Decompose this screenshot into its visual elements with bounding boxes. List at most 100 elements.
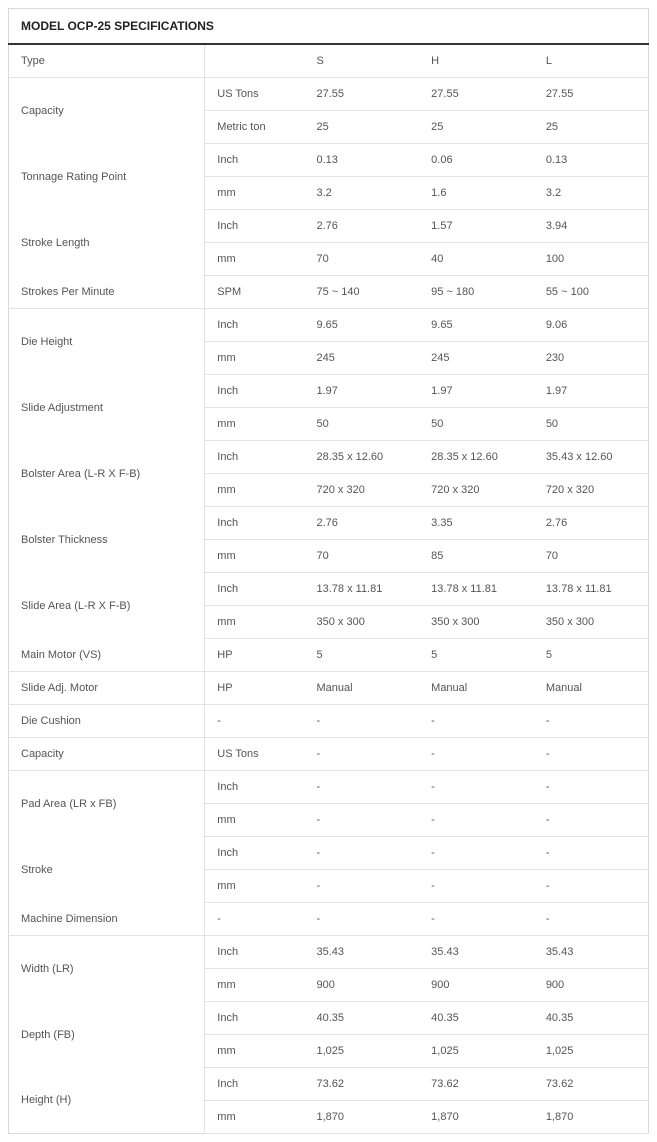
row-unit: mm [205,606,305,639]
row-value-h: - [419,771,534,804]
row-unit: - [205,903,305,936]
row-label: Slide Area (L-R X F-B) [9,573,205,639]
row-unit: mm [205,1035,305,1068]
row-unit: HP [205,639,305,672]
row-value-l: 35.43 [534,936,649,969]
row-value-l: - [534,705,649,738]
row-value-s: 900 [305,969,420,1002]
row-value-l: - [534,837,649,870]
row-unit: Inch [205,375,305,408]
row-unit: Metric ton [205,111,305,144]
row-label: Bolster Thickness [9,507,205,573]
row-value-s: - [305,837,420,870]
row-value-h: - [419,903,534,936]
row-value-h: 40.35 [419,1002,534,1035]
row-unit: US Tons [205,738,305,771]
row-value-h: 1,870 [419,1101,534,1134]
row-value-h: 900 [419,969,534,1002]
row-unit: Inch [205,1068,305,1101]
row-value-s: - [305,870,420,903]
row-value-h: - [419,870,534,903]
row-value-s: - [305,705,420,738]
row-label: Die Height [9,309,205,375]
row-value-h: 13.78 x 11.81 [419,573,534,606]
row-unit: Inch [205,936,305,969]
row-value-l: 35.43 x 12.60 [534,441,649,474]
row-unit: mm [205,243,305,276]
table-row: Bolster ThicknessInch2.763.352.76 [9,507,649,540]
row-value-s: Manual [305,672,420,705]
row-value-h: 35.43 [419,936,534,969]
table-row: CapacityUS Tons--- [9,738,649,771]
table-row: StrokeInch--- [9,837,649,870]
row-value-l: 2.76 [534,507,649,540]
table-row: Die HeightInch9.659.659.06 [9,309,649,342]
row-value-l: - [534,738,649,771]
table-row: Die Cushion---- [9,705,649,738]
row-value-l: 9.06 [534,309,649,342]
row-unit: mm [205,804,305,837]
row-value-s: 2.76 [305,507,420,540]
row-value-h: 40 [419,243,534,276]
row-value-l: 27.55 [534,78,649,111]
row-unit: Inch [205,441,305,474]
row-value-h: 5 [419,639,534,672]
row-label: Die Cushion [9,705,205,738]
row-value-s: 27.55 [305,78,420,111]
row-label: Pad Area (LR x FB) [9,771,205,837]
row-value-h: 245 [419,342,534,375]
table-row: Slide Adj. MotorHPManualManualManual [9,672,649,705]
row-value-l: 1.97 [534,375,649,408]
row-value-h: 85 [419,540,534,573]
row-unit: Inch [205,144,305,177]
row-value-h: - [419,738,534,771]
row-value-h: 1.97 [419,375,534,408]
row-value-l: 720 x 320 [534,474,649,507]
row-unit: Inch [205,837,305,870]
row-value-h: 1.57 [419,210,534,243]
table-title: MODEL OCP-25 SPECIFICATIONS [9,9,649,45]
row-unit: Inch [205,771,305,804]
row-unit: Inch [205,309,305,342]
row-value-h: 73.62 [419,1068,534,1101]
row-value-s: - [305,738,420,771]
row-value-s: 1.97 [305,375,420,408]
row-value-s: 5 [305,639,420,672]
row-label: Machine Dimension [9,903,205,936]
row-label: Tonnage Rating Point [9,144,205,210]
row-value-h: 0.06 [419,144,534,177]
table-row: Pad Area (LR x FB)Inch--- [9,771,649,804]
table-row: Main Motor (VS)HP555 [9,639,649,672]
row-value-s: 73.62 [305,1068,420,1101]
table-row: Width (LR)Inch35.4335.4335.43 [9,936,649,969]
row-value-s: 720 x 320 [305,474,420,507]
row-value-h: 95 ~ 180 [419,276,534,309]
row-value-h: 9.65 [419,309,534,342]
row-value-s: 35.43 [305,936,420,969]
row-label: Bolster Area (L-R X F-B) [9,441,205,507]
row-unit: Inch [205,573,305,606]
row-value-l: 70 [534,540,649,573]
row-value-s: 350 x 300 [305,606,420,639]
row-value-h: Manual [419,672,534,705]
row-value-l: - [534,804,649,837]
row-value-h: 1,025 [419,1035,534,1068]
row-value-s: 9.65 [305,309,420,342]
row-unit: Inch [205,210,305,243]
table-body: TypeSHLCapacityUS Tons27.5527.5527.55Met… [9,44,649,1134]
row-value-l: 40.35 [534,1002,649,1035]
row-unit: mm [205,342,305,375]
row-value-s: 25 [305,111,420,144]
row-value-l: 1,025 [534,1035,649,1068]
row-value-s: 1,870 [305,1101,420,1134]
row-unit: US Tons [205,78,305,111]
spec-table: MODEL OCP-25 SPECIFICATIONS TypeSHLCapac… [8,8,649,1134]
table-row: CapacityUS Tons27.5527.5527.55 [9,78,649,111]
row-unit: - [205,705,305,738]
table-row: Machine Dimension---- [9,903,649,936]
row-value-h: 25 [419,111,534,144]
row-label: Type [9,44,205,78]
row-value-l: 13.78 x 11.81 [534,573,649,606]
row-label: Strokes Per Minute [9,276,205,309]
row-unit: HP [205,672,305,705]
